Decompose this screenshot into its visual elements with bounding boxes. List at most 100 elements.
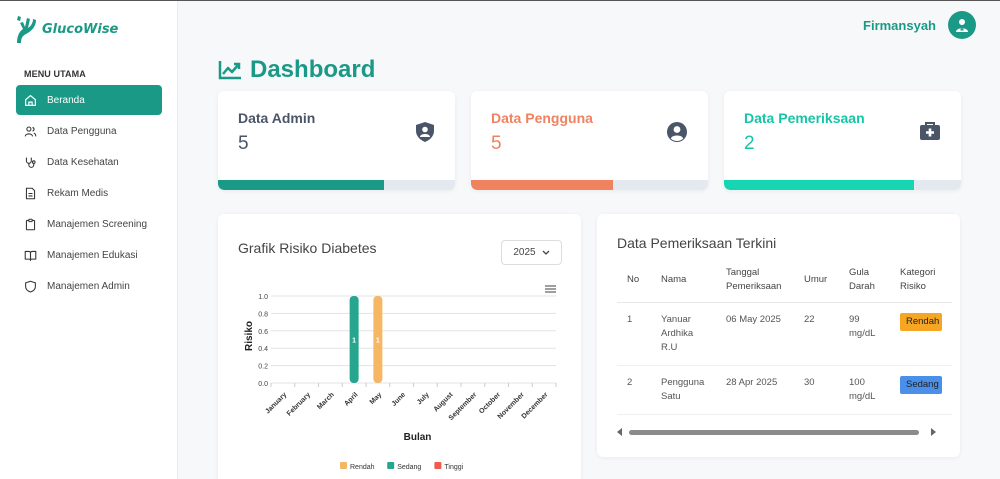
cell-tanggal: 28 Apr 2025 (716, 365, 794, 415)
y-tick-label: 0.0 (258, 381, 268, 388)
y-tick-label: 1.0 (258, 294, 268, 301)
user-circle-icon (666, 121, 688, 148)
medical-kit-icon (919, 121, 941, 146)
card-value: 5 (238, 133, 249, 154)
x-tick-label: July (416, 391, 431, 406)
user-menu[interactable]: Firmansyah (863, 11, 976, 39)
risk-chart-panel: Grafik Risiko Diabetes 2025 0.0 0.2 0.4 0.6… (218, 214, 581, 479)
x-tick-label: February (286, 391, 312, 417)
risk-badge: Rendah (900, 313, 942, 331)
scroll-right-icon[interactable] (930, 428, 936, 436)
sidebar-item-label: Manajemen Edukasi (47, 249, 138, 261)
bar-data-label: 1 (352, 338, 356, 345)
scroll-left-icon[interactable] (617, 428, 623, 436)
year-select[interactable]: 2025 (501, 240, 562, 265)
cell-kategori: Rendah (890, 302, 952, 366)
cell-tanggal: 06 May 2025 (716, 302, 794, 366)
exams-table: No Nama Tanggal Pemeriksaan Umur Gula Da… (617, 260, 952, 415)
scroll-thumb[interactable] (629, 430, 919, 435)
book-icon (24, 250, 37, 261)
app-name: GlucoWise (42, 21, 119, 37)
progress-fill (218, 180, 384, 190)
home-icon (25, 94, 36, 106)
x-tick-label: August (433, 391, 455, 413)
x-tick-label: June (391, 391, 408, 408)
cell-umur: 22 (794, 302, 839, 366)
avatar[interactable] (948, 11, 976, 39)
column-header[interactable]: No (617, 260, 651, 303)
document-icon (25, 187, 36, 199)
stat-card-pengguna[interactable]: Data Pengguna 5 (471, 91, 708, 190)
column-header[interactable]: Kategori Risiko (890, 260, 952, 303)
cell-no: 2 (617, 365, 651, 415)
column-header[interactable]: Nama (651, 260, 716, 303)
legend-swatch-rendah (340, 462, 347, 469)
card-title: Data Pengguna (491, 110, 593, 126)
logo-icon (17, 16, 36, 43)
table-row[interactable]: 1 Yanuar Ardhika R.U 06 May 2025 22 99 m… (617, 302, 952, 366)
y-tick-label: 0.8 (258, 311, 268, 318)
shield-icon (25, 280, 36, 293)
clipboard-icon (25, 218, 36, 230)
cell-gula: 99 mg/dL (839, 302, 890, 366)
cell-kategori: Sedang (890, 365, 952, 415)
sidebar-item-manajemen-admin[interactable]: Manajemen Admin (16, 271, 162, 301)
progress-fill (724, 180, 914, 190)
sidebar-item-rekam-medis[interactable]: Rekam Medis (16, 178, 162, 208)
legend-swatch-tinggi (434, 462, 442, 469)
card-title: Data Pemeriksaan (744, 110, 865, 126)
y-axis-label: Risiko (244, 321, 255, 351)
sidebar-item-label: Data Pengguna (47, 125, 117, 137)
stat-card-pemeriksaan[interactable]: Data Pemeriksaan 2 (724, 91, 961, 190)
table-header-row: No Nama Tanggal Pemeriksaan Umur Gula Da… (617, 260, 952, 303)
chart-line-icon (218, 61, 241, 80)
users-icon (24, 126, 37, 137)
legend-label: Tinggi (444, 464, 463, 471)
menu-heading: MENU UTAMA (24, 69, 86, 79)
sidebar-item-label: Beranda (47, 94, 85, 106)
bar-data-label: 1 (376, 338, 380, 345)
menu-icon (545, 285, 556, 293)
progress-bar (724, 180, 961, 190)
chart-title: Grafik Risiko Diabetes (238, 240, 377, 256)
bar-rendah (373, 296, 383, 383)
card-title: Data Admin (238, 110, 316, 126)
sidebar-item-data-kesehatan[interactable]: Data Kesehatan (16, 147, 162, 177)
bar-sedang (349, 296, 359, 383)
progress-bar (218, 180, 455, 190)
sidebar-item-manajemen-edukasi[interactable]: Manajemen Edukasi (16, 240, 162, 270)
table-title: Data Pemeriksaan Terkini (617, 235, 777, 251)
column-header[interactable]: Gula Darah (839, 260, 890, 303)
sidebar-item-beranda[interactable]: Beranda (16, 85, 162, 115)
column-header[interactable]: Tanggal Pemeriksaan (716, 260, 794, 303)
user-shield-icon (415, 121, 435, 148)
x-tick-label: May (369, 391, 384, 406)
x-tick-label: January (264, 391, 288, 415)
column-header[interactable]: Umur (794, 260, 839, 303)
sidebar-item-data-pengguna[interactable]: Data Pengguna (16, 116, 162, 146)
risk-badge: Sedang (900, 376, 942, 394)
sidebar-item-label: Data Kesehatan (47, 156, 119, 168)
x-tick-label: October (478, 391, 502, 415)
x-axis-label: Bulan (404, 432, 432, 443)
sidebar-menu: Beranda Data Pengguna Data Kesehatan Rek… (16, 85, 162, 302)
chevron-down-icon (542, 250, 550, 255)
chart-menu-button[interactable] (545, 280, 556, 298)
stat-card-admin[interactable]: Data Admin 5 (218, 91, 455, 190)
sidebar-item-manajemen-screening[interactable]: Manajemen Screening (16, 209, 162, 239)
sidebar-item-label: Rekam Medis (47, 187, 109, 199)
y-tick-label: 0.4 (258, 346, 268, 353)
horizontal-scrollbar[interactable] (617, 426, 940, 438)
table-row[interactable]: 2 Pengguna Satu 28 Apr 2025 30 100 mg/dL… (617, 365, 952, 415)
page-title: Dashboard (218, 56, 375, 84)
app-logo[interactable]: GlucoWise (14, 13, 118, 45)
legend-label: Sedang (397, 464, 421, 471)
sidebar-item-label: Manajemen Screening (47, 218, 148, 230)
progress-fill (471, 180, 614, 190)
legend-label: Rendah (350, 464, 375, 471)
legend-swatch-sedang (387, 462, 395, 469)
cell-nama: Yanuar Ardhika R.U (651, 302, 716, 366)
x-tick-label: March (316, 391, 336, 411)
latest-exams-panel: Data Pemeriksaan Terkini No Nama Tanggal… (597, 214, 960, 457)
